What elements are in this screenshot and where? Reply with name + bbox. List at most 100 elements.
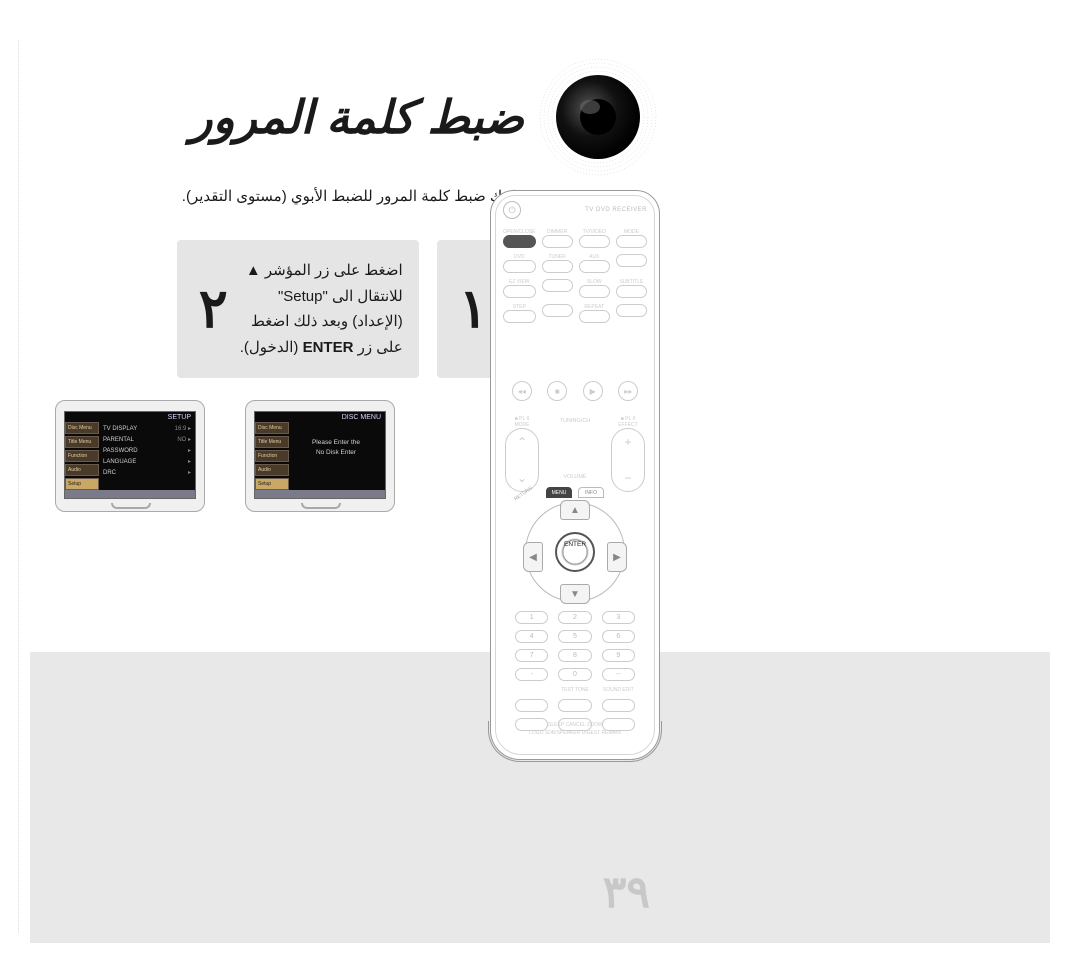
num-button: 8	[558, 649, 591, 662]
row-arrow: ▸	[188, 457, 191, 468]
screen1-msg-l1: Please Enter the	[312, 439, 360, 446]
volume-tuning-block: ■ PL II MODE ⌃ ⌄ TUNING/CH VOLUME ■ PL I…	[505, 416, 645, 492]
screen1-message: Please Enter the No Disk Enter	[295, 438, 377, 459]
nav-up-icon: ▲	[560, 500, 590, 520]
spare-button	[616, 254, 647, 267]
page-number: ٣٩	[603, 867, 650, 918]
numpad: 1 2 3 4 5 6 7 8 9 - 0 -- TEST TONE SOUND…	[515, 611, 635, 731]
tuning-rocker: ⌃ ⌄	[505, 428, 539, 492]
step-2-line4-pre: على زر	[353, 339, 402, 356]
forward-icon: ▸▸	[618, 381, 638, 401]
setup-row: DRC▸	[103, 468, 191, 479]
remote-top-row: ⏻ TV DVD RECEIVER	[503, 201, 647, 219]
sb-item: Setup	[255, 478, 289, 490]
num-button: 2	[558, 611, 591, 624]
sb-item: Setup	[65, 478, 99, 490]
margin-dots	[18, 40, 19, 933]
volume-rocker: + −	[611, 428, 645, 492]
screen2-stand	[111, 503, 151, 509]
spare-button	[542, 279, 573, 292]
ezview-button	[503, 285, 536, 298]
screen2-sidebar: Disc Menu Title Menu Function Audio Setu…	[65, 422, 99, 498]
screen1-title: DISC MENU	[342, 414, 381, 421]
step-1-number: ١	[459, 282, 488, 336]
tuning-label: TUNING/CH	[551, 418, 599, 424]
setup-row: TV DISPLAY16:9 ▸	[103, 424, 191, 435]
extra-button	[602, 718, 635, 731]
screen1-bottom-bar	[255, 490, 385, 498]
receiver-label: TV DVD RECEIVER	[585, 207, 647, 213]
num-button: 7	[515, 649, 548, 662]
nav-right-icon: ▶	[607, 542, 627, 572]
nav-ring: ▲ ▼ ◀ ▶ ENTER	[525, 502, 625, 602]
slow-button	[579, 285, 610, 298]
spare-button	[542, 304, 573, 317]
num-button: -	[515, 668, 548, 681]
tuner-button	[542, 260, 573, 273]
bottom-row-2: LOGO SDB/SPEAKER DIGEST REMAIN	[505, 729, 645, 737]
row-label: DRC	[103, 468, 116, 479]
screen2-rows: TV DISPLAY16:9 ▸ PARENTALNO ▸ PASSWORD▸ …	[103, 424, 191, 479]
btn-label: SUBTITLE	[616, 279, 647, 285]
nav-cluster: RETURN MENU INFO ▲ ▼ ◀ ▶ ENTER	[519, 487, 631, 602]
row-label: LANGUAGE	[103, 457, 136, 468]
dimmer-button	[542, 235, 573, 248]
volume-labels: TUNING/CH VOLUME	[551, 416, 599, 480]
sb-item: Audio	[65, 464, 99, 476]
extra-button	[602, 699, 635, 712]
screen2-title: SETUP	[168, 414, 191, 421]
sb-item: Audio	[255, 464, 289, 476]
num-button: 6	[602, 630, 635, 643]
spare-button	[616, 304, 647, 317]
num-button: 4	[515, 630, 548, 643]
sb-item: Title Menu	[255, 436, 289, 448]
row-label: PASSWORD	[103, 446, 138, 457]
remote-control: ⏻ TV DVD RECEIVER OPEN/CLOSE DIMMER TV/V…	[490, 190, 660, 760]
btn-label: TV/VIDEO	[579, 229, 610, 235]
num-button: 3	[602, 611, 635, 624]
chevron-up-icon: ⌃	[506, 435, 538, 449]
screenshot-step1: DISC MENU Disc Menu Title Menu Function …	[245, 400, 395, 512]
menu-tab: MENU	[546, 487, 572, 498]
num-button: 5	[558, 630, 591, 643]
screen1-sidebar: Disc Menu Title Menu Function Audio Setu…	[255, 422, 289, 498]
tv-video-button	[579, 235, 610, 248]
btn-label: TUNER	[542, 254, 573, 260]
screen1-stand	[301, 503, 341, 509]
sb-item: Disc Menu	[65, 422, 99, 434]
row-arrow: ▸	[188, 446, 191, 457]
setup-row: PASSWORD ▸	[103, 446, 191, 457]
page-title: ضبط كلمة المرور	[190, 90, 524, 144]
remote-bottom-labels: SLEEP CANCEL ZOOM LOGO SDB/SPEAKER DIGES…	[505, 721, 645, 737]
plii-effect-label: ■ PL II EFFECT	[611, 416, 645, 428]
sb-item: Title Menu	[65, 436, 99, 448]
sb-item: Disc Menu	[255, 422, 289, 434]
btn-label: SLOW	[579, 279, 610, 285]
nav-left-icon: ◀	[523, 542, 543, 572]
sb-item: Function	[255, 450, 289, 462]
row-arrow: ▸	[188, 437, 191, 443]
step-2-enter-label: ENTER	[303, 339, 354, 356]
title-block: ضبط كلمة المرور يمكنك ضبط كلمة المرور لل…	[50, 55, 660, 205]
rewind-icon: ◂◂	[512, 381, 532, 401]
bottom-label: TEST TONE	[558, 687, 591, 693]
nav-down-icon: ▼	[560, 584, 590, 604]
row-label: TV DISPLAY	[103, 424, 137, 435]
step-2-line1: اضغط على زر المؤشر ▲	[246, 262, 403, 279]
screen2-bottom-bar	[65, 490, 195, 498]
setup-row: LANGUAGE ▸	[103, 457, 191, 468]
dvd-button	[503, 260, 536, 273]
extra-button	[515, 699, 548, 712]
screen1-msg-l2: No Disk Enter	[316, 449, 356, 456]
open-close-button	[503, 235, 536, 248]
btn-label: OPEN/CLOSE	[503, 229, 536, 235]
row-label: PARENTAL	[103, 435, 134, 446]
extra-button	[558, 718, 591, 731]
screenshots-row: DISC MENU Disc Menu Title Menu Function …	[55, 400, 395, 512]
info-tab: INFO	[578, 487, 604, 498]
extra-button	[515, 718, 548, 731]
mode-button	[616, 235, 647, 248]
aux-button	[579, 260, 610, 273]
power-button-icon: ⏻	[503, 201, 521, 219]
remote-button-grid-1: OPEN/CLOSE DIMMER TV/VIDEO MODE DVD TUNE…	[503, 229, 647, 323]
